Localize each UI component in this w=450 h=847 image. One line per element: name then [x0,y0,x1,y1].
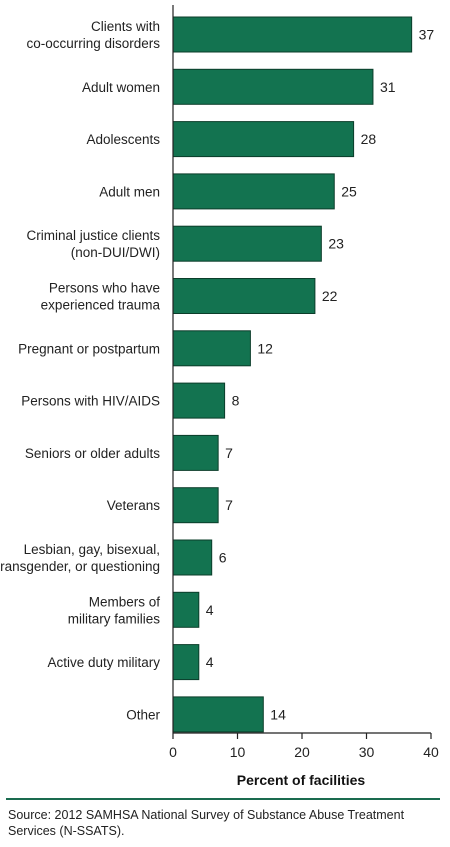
category-label-veterans: Veterans [107,498,161,513]
category-label-persons-who-have-experienced-trauma: Persons who have experienced trauma [41,281,161,313]
bar-adult-men [172,173,335,210]
category-label-persons-with-hiv-aids: Persons with HIV/AIDS [21,394,160,409]
category-label-lesbian-gay-bisexual-transgender-or-questioning: Lesbian, gay, bisexual, transgender, or q… [0,542,160,574]
bar-other [172,696,264,733]
value-label-veterans: 7 [225,497,233,513]
bar-active-duty-military [172,644,200,681]
bar-adult-women [172,68,374,105]
category-label-clients-with-co-occurring-disorders: Clients with co-occurring disorders [26,19,160,51]
value-label-members-of-military-families: 4 [206,602,214,618]
category-label-seniors-or-older-adults: Seniors or older adults [25,446,160,461]
footer-divider [6,798,440,800]
value-label-seniors-or-older-adults: 7 [225,445,233,461]
bar-adolescents [172,121,355,158]
bar-persons-with-hiv-aids [172,382,226,419]
x-tick-label-20: 20 [294,744,310,760]
category-label-members-of-military-families: Members of military families [68,594,161,626]
category-label-active-duty-military: Active duty military [47,655,160,670]
x-axis-title: Percent of facilities [237,772,366,788]
value-label-active-duty-military: 4 [206,654,214,670]
bars-group [172,16,413,733]
bar-criminal-justice-clients-non-dui-dwi [172,225,322,262]
bar-clients-with-co-occurring-disorders [172,16,413,53]
value-label-lesbian-gay-bisexual-transgender-or-questioning: 6 [219,550,227,566]
x-tick-label-40: 40 [423,744,439,760]
category-label-adult-women: Adult women [82,80,160,95]
category-label-other: Other [126,707,160,722]
bar-chart: Clients with co-occurring disorders Adult … [0,5,439,788]
value-labels-group: 37 31 28 25 23 22 12 8 7 7 6 4 4 14 [206,27,435,723]
category-label-adolescents: Adolescents [86,132,160,147]
value-label-pregnant-or-postpartum: 12 [257,340,273,356]
value-label-criminal-justice-clients-non-dui-dwi: 23 [328,236,344,252]
x-tick-label-30: 30 [359,744,375,760]
value-label-persons-with-hiv-aids: 8 [232,393,240,409]
x-tick-label-0: 0 [169,744,177,760]
value-label-adult-women: 31 [380,79,396,95]
bar-lesbian-gay-bisexual-transgender-or-questioning [172,539,213,576]
bar-members-of-military-families [172,591,200,628]
value-label-clients-with-co-occurring-disorders: 37 [419,27,435,43]
value-label-adult-men: 25 [341,183,357,199]
value-label-persons-who-have-experienced-trauma: 22 [322,288,338,304]
bar-pregnant-or-postpartum [172,330,251,367]
source-note: Source: 2012 SAMHSA National Survey of S… [8,808,405,838]
category-labels-group: Clients with co-occurring disorders Adult … [0,19,161,722]
value-label-other: 14 [270,706,286,722]
x-axis: 0 10 20 30 40 [169,5,439,760]
category-label-adult-men: Adult men [99,184,160,199]
value-label-adolescents: 28 [361,131,377,147]
category-label-pregnant-or-postpartum: Pregnant or postpartum [18,341,160,356]
x-tick-label-10: 10 [230,744,246,760]
bar-seniors-or-older-adults [172,434,219,471]
category-label-criminal-justice-clients-non-dui-dwi: Criminal justice clients (non-DUI/DWI) [26,228,160,260]
bar-veterans [172,487,219,524]
bar-persons-who-have-experienced-trauma [172,278,316,314]
